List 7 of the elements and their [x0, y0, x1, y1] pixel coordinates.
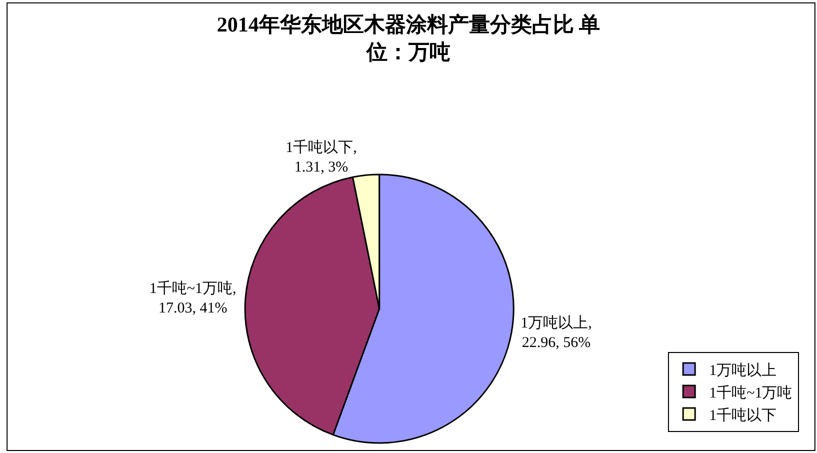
data-label: 1万吨以上, 22.96, 56% [520, 314, 592, 351]
data-label: 1千吨~1万吨, 17.03, 41% [149, 280, 236, 317]
legend-label: 1万吨以上 [709, 362, 777, 379]
legend-label: 1千吨以下 [709, 406, 777, 424]
data-label: 1千吨以下, 1.31, 3% [286, 138, 357, 176]
legend-label: 1千吨~1万吨 [709, 384, 792, 402]
chart-title: 2014年华东地区木器涂料产量分类占比 单位：万吨 [216, 12, 600, 64]
